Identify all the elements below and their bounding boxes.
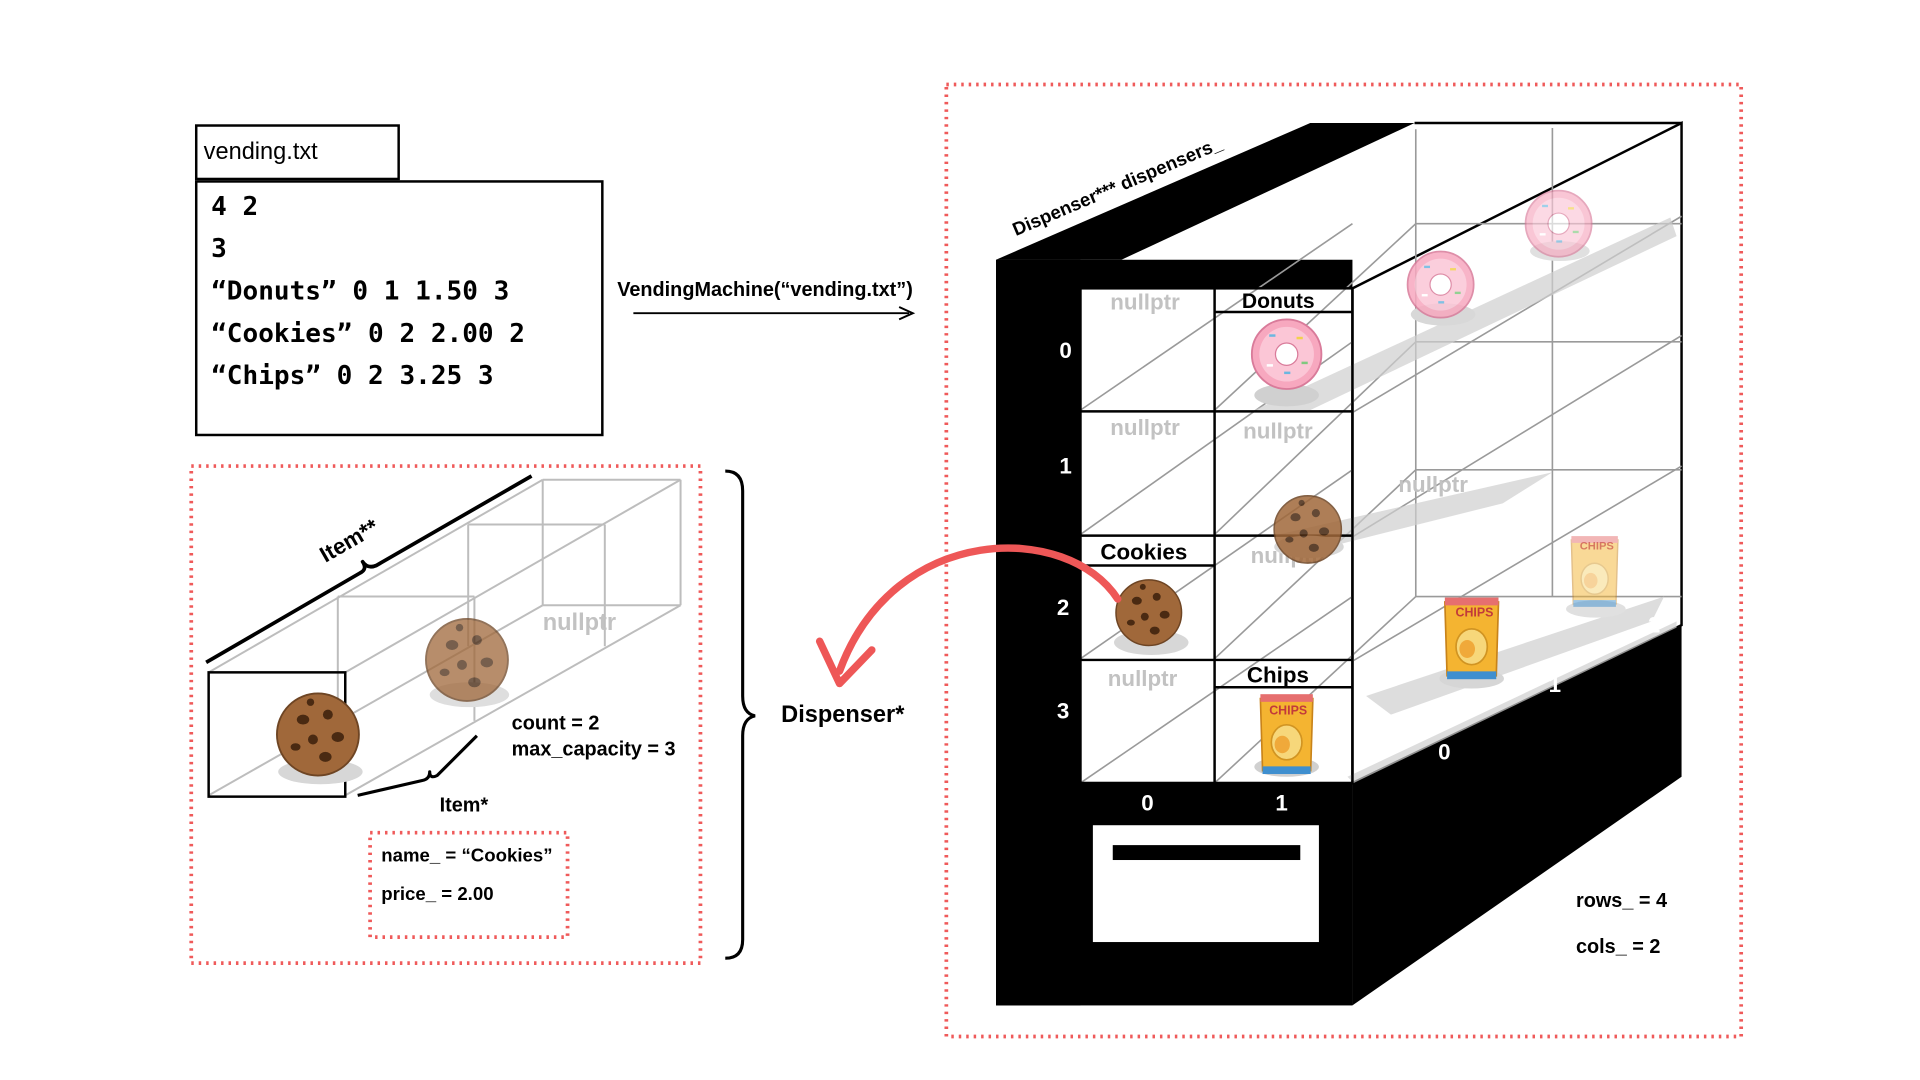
item-pp-label: Item** xyxy=(315,514,383,568)
dispense-slot xyxy=(1092,825,1319,943)
item-p-brace xyxy=(357,734,478,797)
dispenser-brace xyxy=(725,469,756,960)
depth-index: 1 xyxy=(1549,672,1561,697)
donut-icon xyxy=(1524,189,1593,258)
col-index: 1 xyxy=(1275,790,1287,815)
machine-dotted-border xyxy=(944,82,1744,1039)
pointer-arrow xyxy=(835,544,1122,675)
constructor-arrow-head xyxy=(898,306,916,321)
rows-field: rows_ = 4 xyxy=(1576,890,1667,912)
dispenser-dotted-border xyxy=(189,464,703,966)
donut-icon xyxy=(1406,250,1475,319)
nullptr-label: nullptr xyxy=(1398,472,1468,497)
col-index: 0 xyxy=(1141,790,1153,815)
depth-index: 0 xyxy=(1438,739,1450,764)
dispenser-type-label: Dispenser* xyxy=(781,702,905,728)
nullptr-label: nullptr xyxy=(1108,666,1178,691)
chips-bag-label: CHIPS xyxy=(1269,704,1307,718)
machine-left-panel xyxy=(996,123,1415,260)
file-line: “Donuts” 0 1 1.50 3 xyxy=(211,277,509,307)
row-index: 1 xyxy=(1059,454,1071,479)
front-grid xyxy=(1079,287,1354,785)
file-content-box xyxy=(194,180,604,437)
nullptr-label: nullptr xyxy=(1243,419,1313,444)
chips-bag-label: CHIPS xyxy=(1456,605,1494,619)
cookie-icon xyxy=(1115,579,1183,647)
nullptr-label: nullptr xyxy=(543,610,616,636)
row-index: 3 xyxy=(1057,698,1069,723)
chips-bag-label: CHIPS xyxy=(1580,540,1615,552)
file-line: 3 xyxy=(211,234,227,264)
cookie-icon xyxy=(276,692,360,777)
donut-icon xyxy=(1250,318,1323,390)
file-line: “Cookies” 0 2 2.00 2 xyxy=(211,319,525,349)
file-panel: vending.txt 4 2 3 “Donuts” 0 1 1.50 3 “C… xyxy=(194,124,604,437)
row-index: 0 xyxy=(1059,338,1071,363)
vending-machine-panel: Dispenser*** dispensers_ 0 1 2 3 0 1 0 1… xyxy=(944,82,1744,1039)
cookie-icon xyxy=(425,617,509,702)
row-index: 2 xyxy=(1057,595,1069,620)
depth-index: 2 xyxy=(1648,613,1660,638)
donut-shadow xyxy=(1254,384,1319,407)
dispenser-panel: Item** Item* nullptr count = 2 max_capac… xyxy=(189,464,703,966)
item-struct-box xyxy=(368,830,570,939)
donuts-label: Donuts xyxy=(1242,290,1315,313)
file-tab-label: vending.txt xyxy=(204,139,319,165)
file-line: “Chips” 0 2 3.25 3 xyxy=(211,361,494,391)
item-name-field: name_ = “Cookies” xyxy=(381,844,552,865)
chips-label: Chips xyxy=(1247,662,1309,687)
nullptr-label: nullptr xyxy=(1110,289,1180,314)
item-p-label: Item* xyxy=(440,795,489,817)
machine-bottom-side xyxy=(1352,625,1682,1006)
item-pp-brace xyxy=(205,474,533,665)
constructor-call-label: VendingMachine(“vending.txt”) xyxy=(617,279,913,301)
cookie-icon xyxy=(1273,495,1343,564)
cols-field: cols_ = 2 xyxy=(1576,936,1660,958)
dispense-slot-bar xyxy=(1112,845,1301,861)
cookies-label: Cookies xyxy=(1100,539,1187,564)
max-capacity-label: max_capacity = 3 xyxy=(512,739,676,761)
count-label: count = 2 xyxy=(512,713,600,735)
nullptr-label: nullptr xyxy=(1110,415,1180,440)
file-line: 4 2 xyxy=(211,192,258,222)
item-price-field: price_ = 2.00 xyxy=(381,883,493,904)
file-tab xyxy=(194,124,400,181)
pointer-arrow-head xyxy=(815,637,876,688)
